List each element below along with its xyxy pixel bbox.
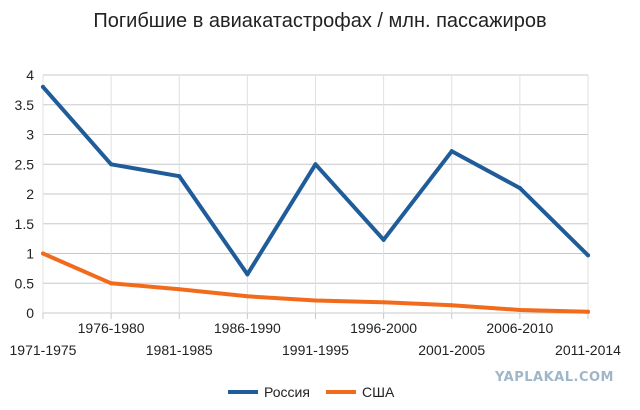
grid-lines: [42, 74, 589, 319]
x-tick-label: 1991-1995: [282, 342, 349, 358]
x-tick-label: 2006-2010: [486, 320, 553, 336]
data-point: [245, 294, 250, 299]
data-point: [313, 298, 318, 303]
y-tick-label: 2.5: [15, 156, 35, 172]
series-lines: [41, 84, 590, 314]
data-point: [381, 237, 386, 242]
chart-title: Погибшие в авиакатастрофах / млн. пассаж…: [93, 10, 547, 32]
x-tick-label: 1981-1985: [146, 342, 213, 358]
y-tick-label: 3.5: [15, 97, 35, 113]
data-point: [381, 300, 386, 305]
x-tick-label: 1976-1980: [78, 320, 145, 336]
x-tick-label: 1971-1975: [10, 342, 77, 358]
data-point: [449, 303, 454, 308]
data-point: [41, 84, 45, 89]
y-tick-label: 0: [26, 305, 34, 321]
x-tick-label: 2011-2014: [555, 342, 621, 358]
y-tick-label: 1: [26, 246, 34, 262]
data-point: [517, 186, 522, 191]
data-point: [313, 162, 318, 167]
y-tick-label: 0.5: [15, 275, 35, 291]
data-point: [41, 251, 45, 256]
legend-label: Россия: [264, 384, 310, 400]
data-point: [109, 281, 114, 286]
data-point: [517, 308, 522, 313]
data-point: [245, 272, 250, 277]
data-point: [449, 149, 454, 154]
data-point: [586, 253, 590, 258]
y-tick-label: 2: [26, 186, 34, 202]
y-axis: 0 0.5 1 1.5 2 2.5 3 3.5 4: [15, 67, 35, 321]
legend-label: США: [362, 384, 395, 400]
y-tick-label: 4: [26, 67, 34, 83]
data-point: [586, 309, 590, 314]
data-point: [109, 162, 114, 167]
y-tick-label: 3: [26, 127, 34, 143]
y-tick-label: 1.5: [15, 216, 35, 232]
x-tick-label: 2001-2005: [418, 342, 485, 358]
x-tick-label: 1996-2000: [350, 320, 417, 336]
data-point: [177, 287, 182, 292]
legend: Россия США: [228, 384, 395, 400]
x-tick-label: 1986-1990: [214, 320, 281, 336]
watermark-text: YAPLAKAL.COM: [495, 370, 614, 385]
x-axis: 1971-19751976-19801981-19851986-19901991…: [10, 320, 622, 358]
data-point: [177, 174, 182, 179]
